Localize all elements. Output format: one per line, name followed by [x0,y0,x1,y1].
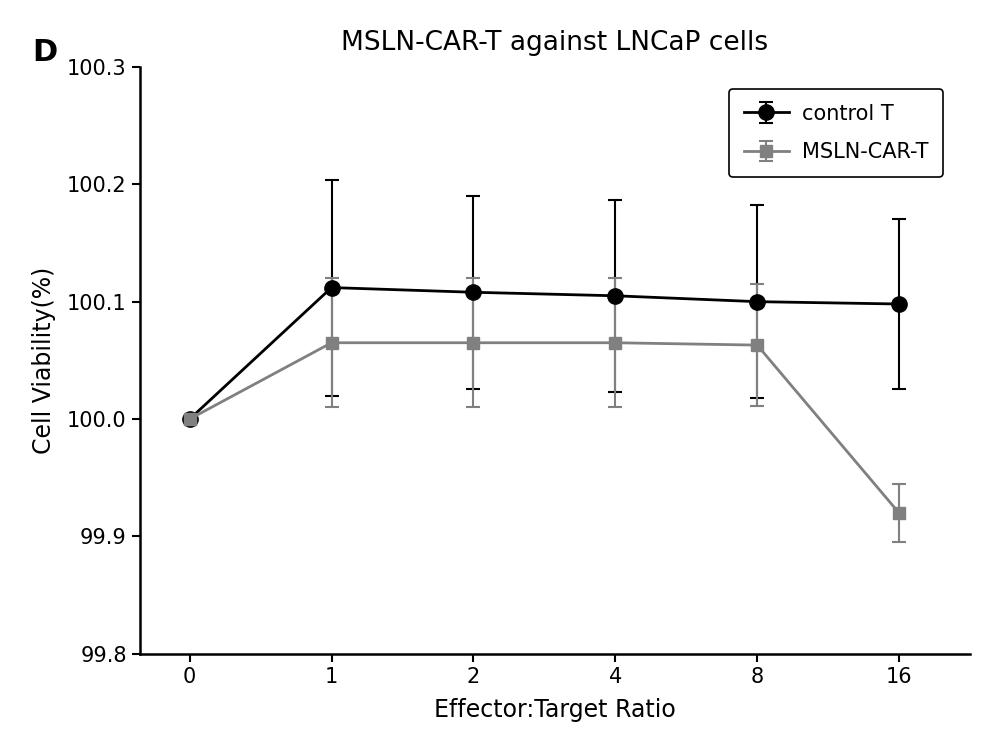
X-axis label: Effector:Target Ratio: Effector:Target Ratio [434,698,676,722]
Text: D: D [32,37,57,67]
Legend: control T, MSLN-CAR-T: control T, MSLN-CAR-T [729,89,943,177]
Y-axis label: Cell Viability(%): Cell Viability(%) [32,267,56,454]
Title: MSLN-CAR-T against LNCaP cells: MSLN-CAR-T against LNCaP cells [341,30,769,56]
